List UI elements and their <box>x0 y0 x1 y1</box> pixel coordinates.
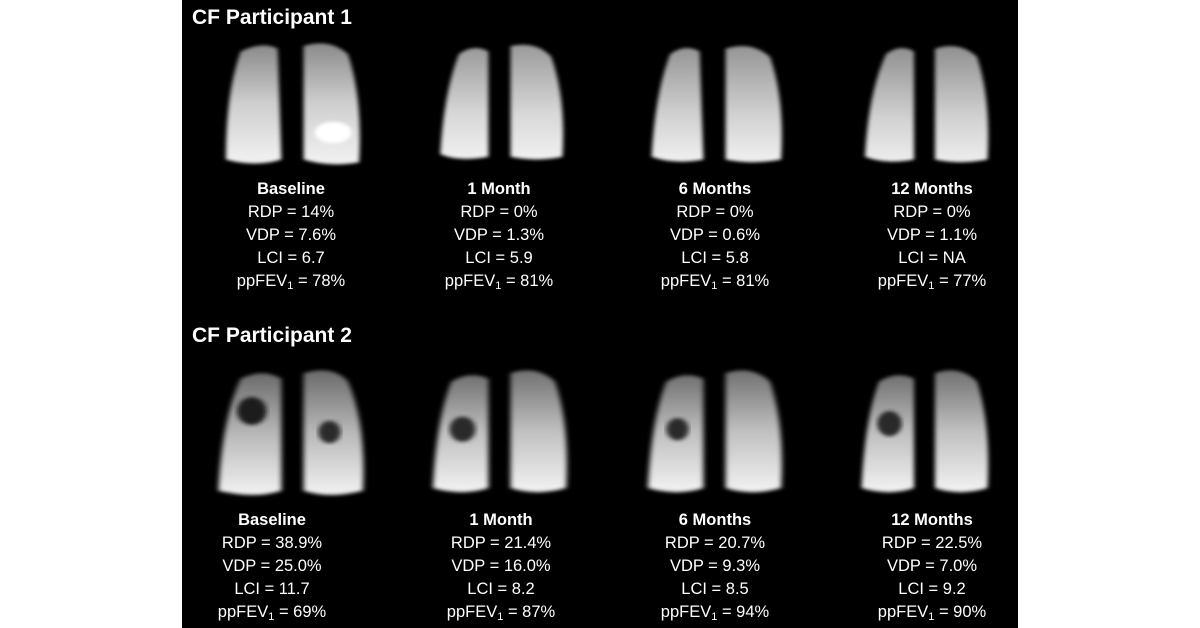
vdp-value: VDP = 9.3% <box>669 557 761 575</box>
timepoint-label: 12 Months <box>891 180 973 198</box>
ppfev1-value: ppFEV1 = 94% <box>660 603 770 623</box>
lci-value: LCI = 8.5 <box>681 580 749 598</box>
participant-2-title: CF Participant 2 <box>192 324 352 347</box>
vdp-value: VDP = 1.3% <box>453 226 545 244</box>
ppfev1-value: ppFEV1 = 81% <box>660 272 770 292</box>
lci-value: LCI = 5.8 <box>681 249 749 267</box>
metrics-panel: 12 Months RDP = 22.5% VDP = 7.0% LCI = 9… <box>827 509 1037 624</box>
ppfev1-value: ppFEV1 = 90% <box>877 603 987 623</box>
vdp-value: VDP = 1.1% <box>886 226 978 244</box>
lci-value: LCI = 6.7 <box>257 249 325 267</box>
vdp-value: VDP = 7.6% <box>245 226 337 244</box>
ppfev1-value: ppFEV1 = 81% <box>444 272 554 292</box>
timepoint-label: Baseline <box>238 511 306 529</box>
rdp-value: RDP = 38.9% <box>221 534 323 552</box>
timepoint-label: 12 Months <box>891 511 973 529</box>
rdp-value: RDP = 20.7% <box>664 534 766 552</box>
lci-value: LCI = 8.2 <box>467 580 535 598</box>
figure-canvas: CF Participant 1 Baseline RDP = 14% VDP … <box>182 0 1018 628</box>
lci-value: LCI = 11.7 <box>234 580 310 598</box>
lung-mri-image <box>407 38 592 173</box>
rdp-value: RDP = 14% <box>247 203 335 221</box>
vdp-value: VDP = 25.0% <box>222 557 322 575</box>
metrics-panel: Baseline RDP = 14% VDP = 7.6% LCI = 6.7 … <box>186 178 396 293</box>
lung-mri-image <box>837 362 1012 502</box>
participant-1-title: CF Participant 1 <box>192 6 352 29</box>
vdp-value: VDP = 16.0% <box>451 557 551 575</box>
lung-mri-image <box>200 362 385 502</box>
rdp-value: RDP = 22.5% <box>881 534 983 552</box>
timepoint-label: 1 Month <box>469 511 533 529</box>
timepoint-label: 6 Months <box>678 180 752 198</box>
metrics-panel: Baseline RDP = 38.9% VDP = 25.0% LCI = 1… <box>167 509 377 624</box>
metrics-panel: 1 Month RDP = 0% VDP = 1.3% LCI = 5.9 pp… <box>394 178 604 293</box>
rdp-value: RDP = 0% <box>676 203 754 221</box>
lung-mri-image <box>407 362 592 502</box>
lci-value: LCI = 5.9 <box>465 249 533 267</box>
timepoint-label: 1 Month <box>467 180 531 198</box>
timepoint-label: Baseline <box>257 180 325 198</box>
vdp-value: VDP = 0.6% <box>669 226 761 244</box>
metrics-panel: 1 Month RDP = 21.4% VDP = 16.0% LCI = 8.… <box>396 509 606 624</box>
rdp-value: RDP = 0% <box>893 203 971 221</box>
lci-value: LCI = NA <box>898 249 966 267</box>
rdp-value: RDP = 0% <box>460 203 538 221</box>
rdp-value: RDP = 21.4% <box>450 534 552 552</box>
ppfev1-value: ppFEV1 = 69% <box>217 603 327 623</box>
vdp-value: VDP = 7.0% <box>886 557 978 575</box>
lung-mri-image <box>622 38 807 173</box>
lung-mri-image <box>837 38 1012 173</box>
lung-mri-image <box>622 362 807 502</box>
lung-mri-image <box>200 38 385 173</box>
metrics-panel: 6 Months RDP = 20.7% VDP = 9.3% LCI = 8.… <box>610 509 820 624</box>
ppfev1-value: ppFEV1 = 87% <box>446 603 556 623</box>
timepoint-label: 6 Months <box>678 511 752 529</box>
metrics-panel: 6 Months RDP = 0% VDP = 0.6% LCI = 5.8 p… <box>610 178 820 293</box>
metrics-panel: 12 Months RDP = 0% VDP = 1.1% LCI = NA p… <box>827 178 1037 293</box>
lci-value: LCI = 9.2 <box>898 580 966 598</box>
ppfev1-value: ppFEV1 = 78% <box>236 272 346 292</box>
ppfev1-value: ppFEV1 = 77% <box>877 272 987 292</box>
